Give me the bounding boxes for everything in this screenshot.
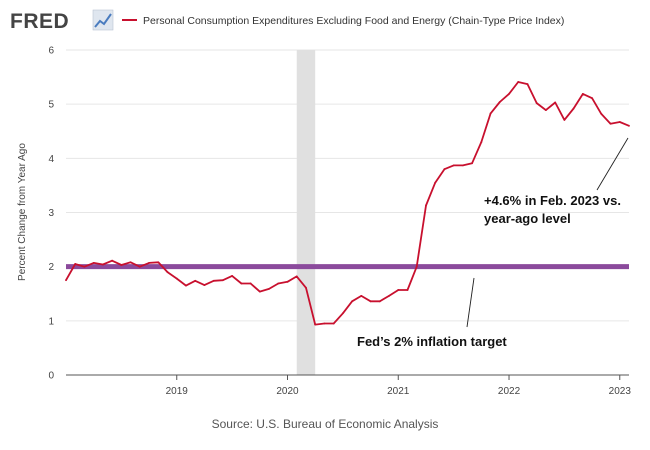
data-point [314, 323, 317, 326]
data-point [489, 112, 492, 115]
x-tick-label: 2020 [276, 386, 299, 397]
x-tick-label: 2023 [609, 386, 632, 397]
data-point [628, 124, 630, 127]
axis-layer: 0 1 2 3 4 5 6 2019 2020 2021 2022 2023 [48, 46, 631, 398]
data-point [65, 279, 67, 282]
data-point [157, 261, 160, 264]
data-point [508, 92, 510, 95]
fred-logo: FRED [10, 9, 114, 33]
data-point [212, 279, 215, 282]
data-point [222, 279, 224, 282]
data-point [249, 282, 252, 285]
data-point [332, 322, 335, 325]
data-point [535, 102, 538, 104]
data-point [609, 122, 612, 125]
data-point [498, 101, 501, 103]
data-point [129, 261, 132, 264]
y-tick-label: 4 [48, 154, 54, 165]
y-tick-label: 0 [48, 371, 54, 382]
data-point [360, 295, 363, 297]
series-layer [65, 81, 630, 326]
data-point [572, 107, 575, 110]
data-point [554, 101, 557, 104]
data-point [581, 92, 584, 95]
data-point [111, 259, 114, 262]
annotation-latest-line2: year-ago level [484, 211, 571, 226]
y-tick-label: 2 [48, 262, 54, 273]
annotation-arrow-latest [596, 137, 629, 191]
data-point [341, 312, 344, 315]
data-point [563, 118, 566, 121]
fred-logo-text: FRED [10, 10, 69, 33]
recession-shade [296, 50, 316, 375]
annotation-layer: +4.6% in Feb. 2023 vs. year-ago level Fe… [357, 137, 629, 349]
data-point [194, 279, 197, 282]
data-point [102, 263, 104, 266]
data-point [295, 275, 298, 278]
data-point [148, 261, 150, 264]
data-point [166, 271, 169, 273]
data-point [351, 300, 354, 303]
data-point [258, 290, 261, 293]
data-point [74, 263, 77, 265]
data-point [425, 204, 427, 207]
data-point [591, 97, 593, 100]
data-point [480, 141, 483, 143]
data-point [83, 265, 86, 268]
y-tick-label: 1 [48, 316, 54, 327]
data-point [305, 286, 307, 289]
data-point [388, 295, 390, 297]
y-tick-label: 5 [48, 100, 54, 111]
data-point [618, 121, 621, 123]
x-tick-label: 2021 [387, 386, 410, 397]
data-point [369, 300, 372, 303]
annotation-arrow-target [466, 277, 475, 328]
x-tick-label: 2019 [166, 386, 189, 397]
chart-trend-icon [92, 9, 114, 31]
data-point [203, 284, 206, 286]
data-point [138, 265, 141, 268]
grid-layer [66, 49, 629, 322]
legend-label: Personal Consumption Expenditures Exclud… [143, 15, 564, 27]
data-point [323, 322, 326, 325]
y-axis-label: Percent Change from Year Ago [17, 143, 28, 281]
data-point [231, 274, 234, 277]
data-point [175, 277, 178, 280]
data-point [406, 289, 409, 291]
data-point [240, 282, 243, 285]
data-point [452, 164, 455, 167]
x-tick-label: 2022 [498, 386, 521, 397]
data-point [434, 181, 437, 184]
data-point [526, 83, 529, 86]
annotation-target: Fed’s 2% inflation target [357, 334, 507, 349]
chart-legend: Personal Consumption Expenditures Exclud… [122, 15, 564, 27]
y-tick-label: 3 [48, 208, 54, 219]
y-tick-label: 6 [48, 46, 54, 57]
data-point [268, 287, 270, 290]
data-point [600, 113, 603, 115]
data-point [92, 261, 95, 264]
data-point [277, 282, 280, 285]
data-point [443, 168, 446, 171]
data-point [120, 264, 123, 266]
source-note: Source: U.S. Bureau of Economic Analysis [212, 417, 439, 431]
data-point [415, 265, 418, 268]
recession-layer [296, 50, 316, 375]
data-point [286, 280, 289, 283]
data-point [471, 162, 473, 165]
data-point [545, 109, 547, 112]
data-point [397, 289, 400, 291]
series-line-core-pce [65, 81, 630, 326]
data-point [185, 284, 187, 287]
data-point [517, 81, 520, 83]
data-point [378, 300, 381, 303]
annotation-latest-line1: +4.6% in Feb. 2023 vs. [484, 193, 621, 208]
data-point [461, 164, 464, 167]
